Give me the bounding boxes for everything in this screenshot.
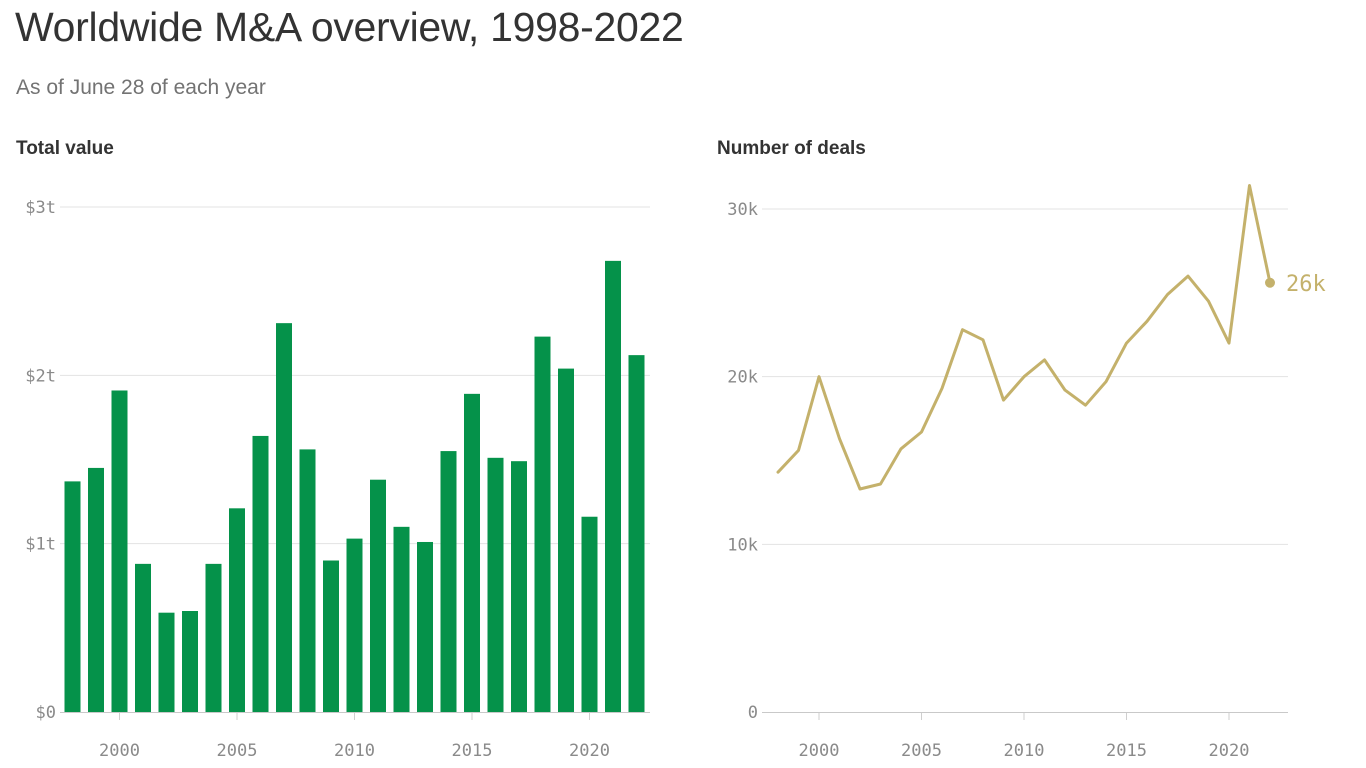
x-tick-label: 2010 — [1004, 741, 1045, 761]
bar-2016 — [487, 457, 504, 712]
bar-2008 — [299, 449, 316, 712]
bar-2009 — [323, 560, 339, 712]
y-tick-label: $1t — [25, 535, 56, 555]
y-tick-label: $3t — [25, 198, 56, 218]
deals-series-line — [776, 184, 1272, 491]
x-tick-label: 2000 — [99, 741, 140, 761]
page-subtitle: As of June 28 of each year — [16, 76, 266, 99]
y-tick-label: 10k — [727, 535, 758, 555]
y-tick-label: 0 — [748, 703, 758, 723]
y-tick-label: $0 — [36, 703, 56, 723]
bar-2000 — [111, 390, 128, 712]
bar-2011 — [370, 479, 386, 712]
x-tick-label: 2020 — [1209, 741, 1250, 761]
bar-2022 — [628, 355, 645, 712]
total-value-chart-title: Total value — [16, 138, 114, 159]
bar-1999 — [88, 467, 104, 712]
number-of-deals-chart-title: Number of deals — [717, 138, 866, 159]
bar-2015 — [464, 393, 480, 712]
x-tick-label: 2005 — [901, 741, 942, 761]
bar-2003 — [182, 611, 198, 712]
x-tick-label: 2015 — [452, 741, 493, 761]
end-point-marker — [1265, 277, 1275, 288]
bar-2021 — [605, 260, 621, 712]
bar-2012 — [393, 526, 410, 712]
bar-2020 — [581, 516, 598, 712]
bar-2017 — [511, 461, 527, 712]
x-tick-label: 2010 — [334, 741, 375, 761]
bar-2014 — [440, 451, 457, 712]
bar-2004 — [205, 563, 222, 712]
bar-2006 — [252, 435, 269, 712]
x-tick-label: 2015 — [1106, 741, 1147, 761]
bar-2018 — [534, 336, 551, 712]
bar-2010 — [346, 538, 363, 712]
page-title: Worldwide M&A overview, 1998-2022 — [15, 4, 684, 50]
bar-1998 — [64, 481, 81, 712]
y-tick-label: 30k — [727, 200, 758, 220]
bar-2019 — [558, 368, 574, 712]
end-value-label: 26k — [1286, 272, 1326, 297]
x-tick-label: 2020 — [569, 741, 610, 761]
bar-2005 — [229, 508, 245, 712]
y-tick-label: 20k — [727, 368, 758, 388]
y-tick-label: $2t — [25, 366, 56, 386]
bar-2001 — [135, 563, 151, 712]
x-tick-label: 2005 — [217, 741, 258, 761]
x-tick-label: 2000 — [799, 741, 840, 761]
bar-2007 — [276, 323, 292, 712]
bar-2013 — [417, 541, 433, 712]
bar-2002 — [158, 612, 175, 712]
